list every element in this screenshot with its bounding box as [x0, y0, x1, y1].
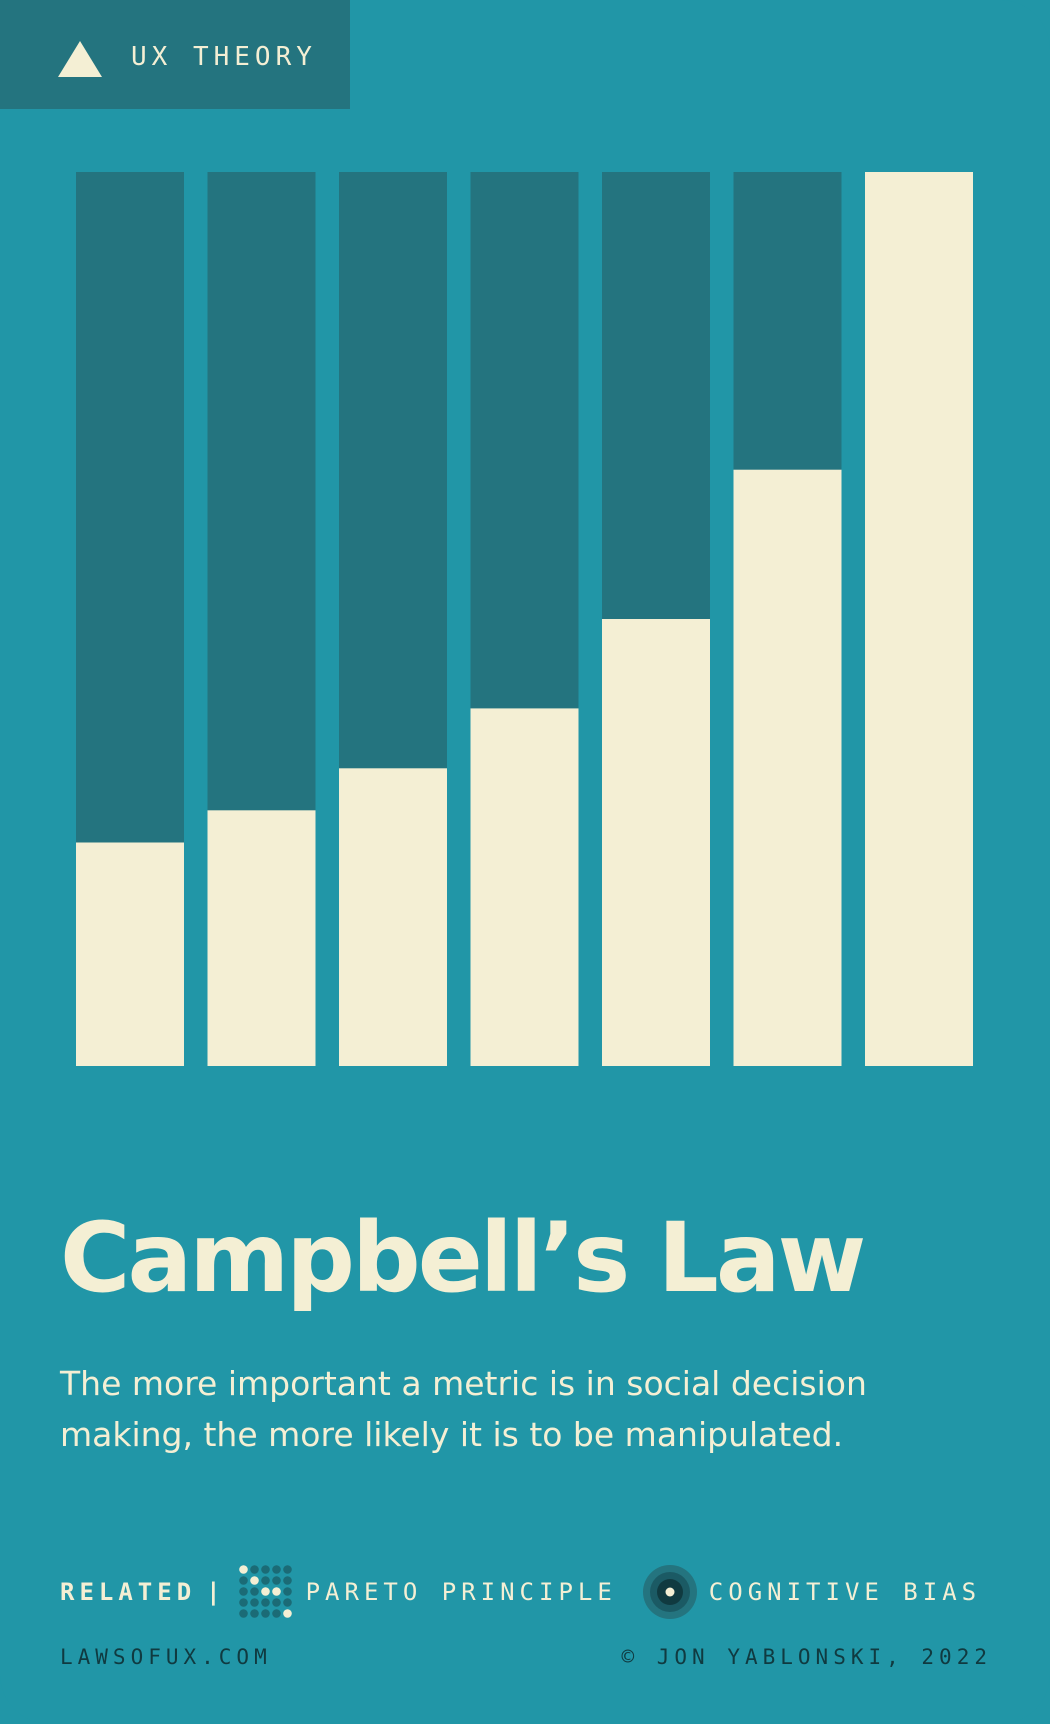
pareto-dot: [249, 1587, 259, 1596]
bar-5: [602, 619, 710, 1066]
pareto-dot: [271, 1598, 281, 1607]
pareto-dot: [282, 1587, 292, 1596]
pareto-dot: [238, 1587, 248, 1596]
law-title: Campbell’s Law: [60, 1202, 866, 1314]
site-link[interactable]: LAWSOFUX.COM: [60, 1645, 272, 1669]
pareto-dot: [249, 1598, 259, 1607]
bar-6: [733, 469, 842, 1066]
related-row: RELATED | PARETO PRINCIPLE COGNITIVE BIA…: [60, 1560, 1007, 1624]
pareto-dot: [271, 1576, 281, 1585]
pareto-dot: [282, 1598, 292, 1607]
bar-3: [339, 768, 447, 1066]
pareto-dot: [271, 1587, 281, 1596]
pareto-dot: [238, 1576, 248, 1585]
pareto-dot: [260, 1565, 270, 1574]
law-description: The more important a metric is in social…: [60, 1364, 867, 1454]
pareto-dot: [260, 1576, 270, 1585]
category-label: UX THEORY: [131, 42, 317, 72]
eye-icon: [642, 1565, 697, 1619]
pareto-dot: [260, 1609, 270, 1618]
bar-7: [865, 172, 973, 1066]
pareto-dot: [238, 1598, 248, 1607]
pareto-dot: [282, 1576, 292, 1585]
pareto-dot: [271, 1565, 281, 1574]
pareto-dots-icon: [238, 1565, 292, 1618]
bar-2: [207, 810, 316, 1066]
triangle-icon: [58, 41, 102, 77]
related-separator: |: [206, 1578, 226, 1606]
bar-4: [470, 708, 579, 1066]
related-link-pareto-principle[interactable]: PARETO PRINCIPLE: [305, 1578, 617, 1606]
pareto-dot: [238, 1609, 248, 1618]
pareto-dot: [238, 1565, 248, 1574]
bar-chart: [76, 172, 973, 1066]
category-tab: UX THEORY: [0, 0, 350, 109]
pareto-dot: [282, 1565, 292, 1574]
related-link-cognitive-bias[interactable]: COGNITIVE BIAS: [708, 1578, 982, 1606]
pareto-dot: [271, 1609, 281, 1618]
pareto-dot: [260, 1598, 270, 1607]
copyright: © JON YABLONSKI, 2022: [621, 1645, 992, 1669]
pareto-dot: [249, 1565, 259, 1574]
bar-1: [76, 842, 184, 1066]
pareto-dot: [249, 1576, 259, 1585]
related-label: RELATED: [60, 1578, 197, 1606]
pareto-dot: [249, 1609, 259, 1618]
pareto-dot: [282, 1609, 292, 1618]
pareto-dot: [260, 1587, 270, 1596]
